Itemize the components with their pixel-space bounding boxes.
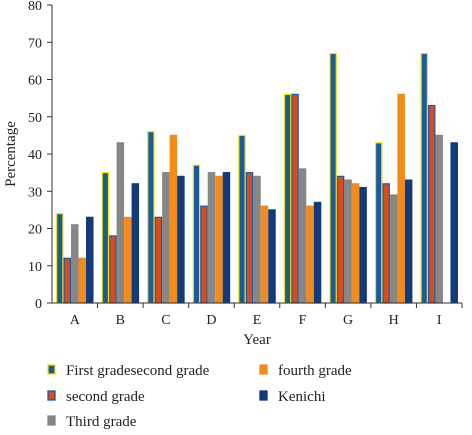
bar-C-4 [169, 134, 178, 304]
y-tick-label: 80 [28, 0, 42, 14]
bar-H-3 [389, 194, 398, 304]
x-tick-label: B [116, 313, 125, 328]
bar-G-1 [329, 52, 337, 304]
bar-D-2 [200, 205, 208, 304]
bar-C-1 [147, 131, 155, 304]
legend-swatch [47, 415, 56, 426]
y-tick-label: 50 [28, 111, 42, 126]
bar-E-2 [245, 172, 254, 304]
bar-C-3 [162, 172, 170, 304]
legend-label: Kenichi [278, 389, 325, 405]
y-tick-label: 10 [28, 260, 42, 275]
bar-F-5 [313, 201, 322, 304]
legend: First gradesecond grade fourth grade secon… [47, 363, 352, 430]
bar-E-5 [268, 209, 276, 304]
bar-G-5 [359, 186, 367, 304]
y-tick-label: 60 [28, 74, 42, 89]
bar-A-3 [71, 224, 79, 304]
bar-F-3 [298, 168, 307, 304]
x-tick-label: D [206, 313, 216, 328]
bar-B-2 [109, 235, 117, 304]
bar-G-2 [336, 175, 345, 304]
bar-I-1 [420, 52, 428, 304]
x-tick-label: E [253, 313, 262, 328]
bar-H-1 [374, 142, 383, 304]
legend-swatch [47, 364, 56, 375]
bar-B-4 [124, 216, 132, 304]
bar-F-2 [291, 93, 299, 304]
bar-B-3 [116, 142, 125, 304]
bar-A-5 [86, 216, 94, 304]
bar-G-4 [351, 183, 360, 304]
bar-A-2 [63, 257, 72, 304]
x-tick-label: I [437, 313, 442, 328]
y-tick-label: 40 [28, 148, 42, 163]
bar-I-5 [450, 142, 458, 304]
bar-D-4 [215, 175, 223, 304]
bar-C-5 [177, 175, 185, 304]
bar-B-5 [131, 183, 140, 304]
legend-swatch [259, 390, 268, 401]
bar-F-1 [283, 93, 292, 304]
bar-I-2 [427, 104, 436, 304]
y-tick-label: 20 [28, 223, 42, 238]
legend-swatch [259, 364, 268, 375]
bar-D-5 [222, 172, 231, 304]
bar-G-3 [344, 179, 352, 304]
bar-A-1 [56, 213, 64, 304]
bars [56, 52, 458, 304]
legend-swatch [47, 390, 56, 401]
bar-A-4 [78, 257, 87, 304]
x-tick-label: F [299, 313, 307, 328]
x-tick-label: G [343, 313, 353, 328]
x-axis-ticks: A B C D E F G H I [70, 303, 463, 328]
y-axis-ticks: 0 10 20 30 40 50 60 70 80 [28, 0, 52, 312]
bar-C-2 [154, 216, 163, 304]
x-axis-title: Year [243, 332, 271, 348]
bar-H-5 [404, 179, 413, 304]
y-tick-label: 70 [28, 36, 42, 51]
y-tick-label: 30 [28, 185, 42, 200]
x-tick-label: H [389, 313, 399, 328]
legend-label: second grade [66, 389, 145, 405]
bar-E-3 [253, 175, 261, 304]
x-tick-label: A [70, 313, 81, 328]
y-axis-title: Percentage [3, 121, 19, 187]
legend-label: fourth grade [278, 363, 352, 379]
bar-D-3 [207, 172, 216, 304]
bar-B-1 [101, 172, 110, 304]
legend-label: First gradesecond grade [66, 363, 210, 379]
bar-E-4 [260, 205, 269, 304]
x-tick-label: C [161, 313, 170, 328]
bar-D-1 [192, 164, 201, 304]
y-tick-label: 0 [35, 297, 42, 312]
legend-label: Third grade [66, 414, 137, 430]
bar-I-3 [435, 134, 443, 304]
bar-H-2 [382, 183, 390, 304]
bar-E-1 [238, 134, 246, 304]
bar-F-4 [306, 205, 314, 304]
bar-H-4 [397, 93, 405, 304]
